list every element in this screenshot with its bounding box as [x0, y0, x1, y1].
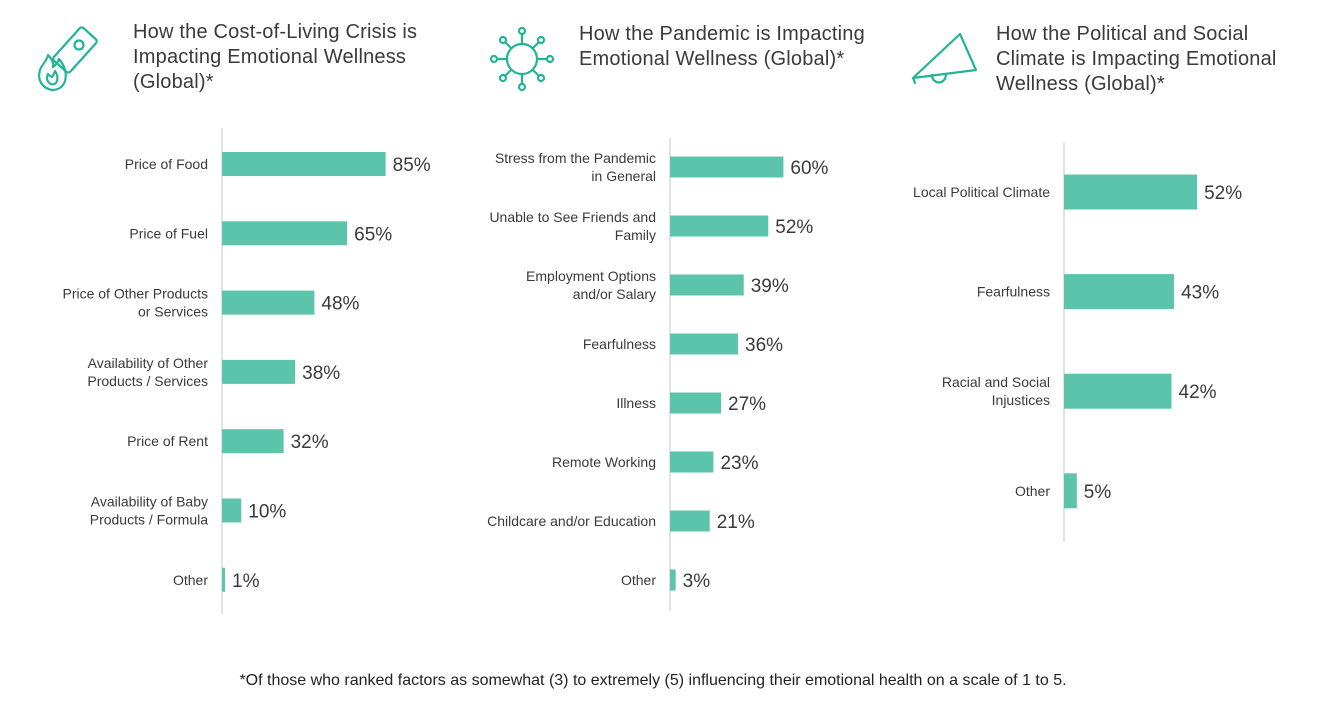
data-label: 5%: [1084, 482, 1112, 503]
data-label: 21%: [717, 512, 755, 533]
bar: [670, 510, 710, 532]
category-label: Local Political Climate: [913, 184, 1050, 200]
data-label: 52%: [775, 217, 813, 238]
category-label: Other: [621, 572, 656, 588]
bar: [670, 215, 769, 237]
bar: [1064, 274, 1175, 310]
bar: [670, 451, 714, 473]
category-label: Availability of Baby Products / Formula: [90, 494, 208, 528]
chart-title: How the Political and Social Climate is …: [996, 23, 1277, 95]
data-label: 32%: [291, 432, 329, 453]
bar: [222, 152, 386, 176]
category-label: Fearfulness: [583, 336, 656, 352]
bar: [1064, 174, 1198, 210]
chart-title: How the Cost-of-Living Crisis is Impacti…: [133, 21, 418, 93]
data-label: 27%: [728, 394, 766, 415]
bar: [222, 567, 225, 592]
data-label: 85%: [393, 155, 431, 176]
data-label: 65%: [354, 224, 392, 245]
megaphone-icon: [911, 32, 978, 85]
bar: [1064, 473, 1077, 509]
category-label: Employment Options and/or Salary: [526, 268, 656, 302]
data-label: 52%: [1204, 183, 1242, 204]
bar: [222, 359, 296, 384]
chart-title: How the Pandemic is Impacting Emotional …: [579, 23, 865, 70]
category-label: Stress from the Pandemic in General: [495, 150, 656, 184]
category-label: Remote Working: [552, 454, 656, 470]
cost-of-living-chart: 85% Price of Food 65% Price of Fuel 48% Price…: [62, 128, 431, 614]
virus-icon: [489, 26, 555, 92]
data-label: 43%: [1181, 283, 1219, 304]
category-label: Other: [1015, 483, 1050, 499]
bar: [670, 274, 744, 296]
category-label: Price of Food: [125, 156, 208, 172]
bar: [1064, 373, 1172, 409]
bar: [670, 156, 784, 178]
bar: [222, 221, 348, 246]
money-fire-icon: [38, 26, 98, 92]
category-label: Other: [173, 572, 208, 588]
footnote: *Of those who ranked factors as somewhat…: [239, 672, 1067, 689]
data-label: 38%: [302, 363, 340, 384]
data-label: 48%: [321, 294, 359, 315]
political-social-chart: 52% Local Political Climate 43% Fearfulness…: [913, 143, 1242, 541]
category-label: Fearfulness: [977, 284, 1050, 300]
data-label: 23%: [720, 453, 758, 474]
category-label: Childcare and/or Education: [487, 513, 656, 529]
data-label: 42%: [1179, 382, 1217, 403]
data-label: 60%: [790, 158, 828, 179]
category-label: Price of Other Products or Services: [62, 286, 208, 320]
bar: [222, 290, 315, 315]
data-label: 10%: [248, 502, 286, 523]
category-label: Illness: [616, 395, 656, 411]
category-label: Price of Rent: [127, 433, 208, 449]
bar: [670, 569, 676, 591]
data-label: 39%: [751, 276, 789, 297]
bar: [222, 429, 284, 454]
data-label: 3%: [683, 571, 711, 592]
bar: [670, 333, 739, 355]
bar: [670, 392, 722, 414]
category-label: Availability of Other Products / Services: [87, 355, 208, 389]
category-label: Price of Fuel: [129, 225, 208, 241]
data-label: 1%: [232, 571, 260, 592]
data-label: 36%: [745, 335, 783, 356]
pandemic-chart: 60% Stress from the Pandemic in General 52%…: [487, 138, 829, 611]
category-label: Unable to See Friends and Family: [489, 209, 656, 243]
category-label: Racial and Social Injustices: [942, 374, 1050, 408]
bar: [222, 498, 242, 523]
